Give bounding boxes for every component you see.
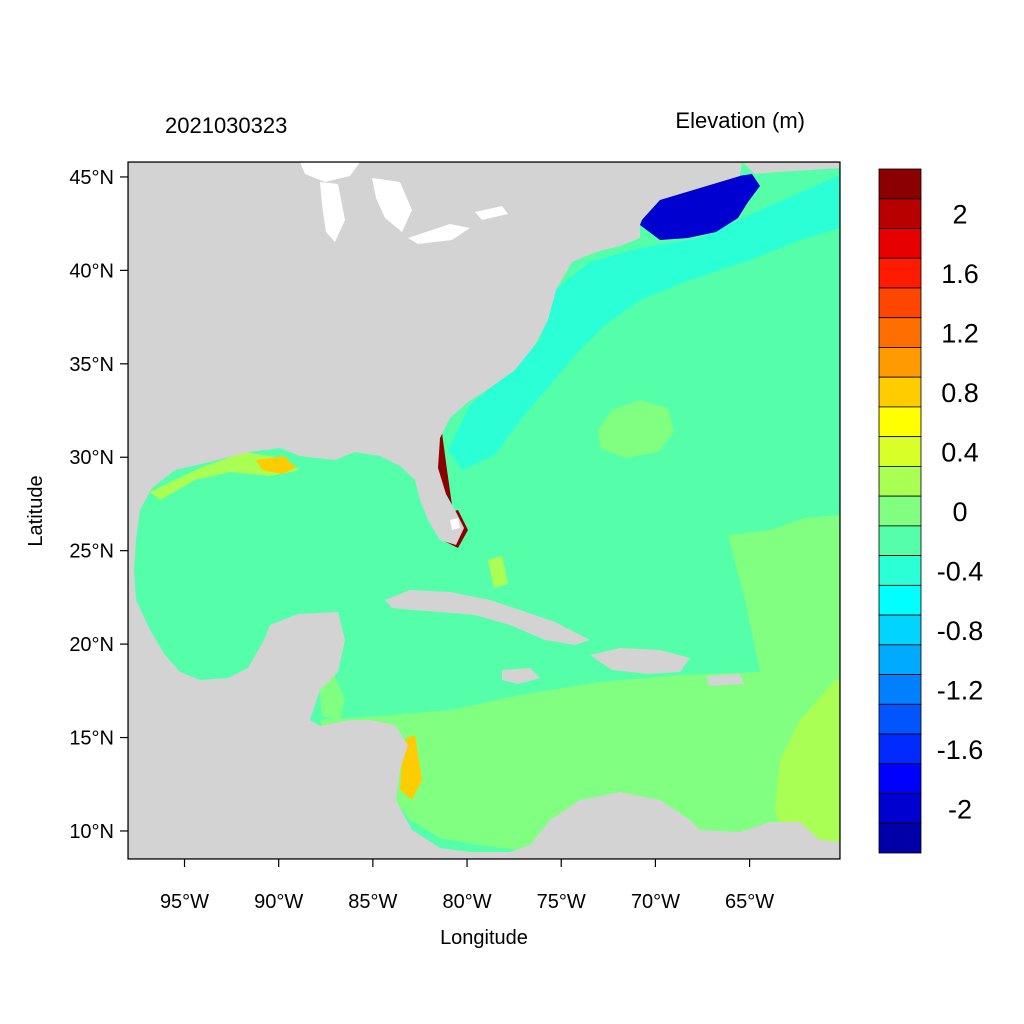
x-tick-label: 75°W xyxy=(537,891,586,913)
colorbar-swatch xyxy=(878,555,922,586)
great-lakes xyxy=(300,162,508,530)
colorbar-swatch xyxy=(878,614,922,646)
colorbar-swatch xyxy=(878,525,922,557)
x-axis: 95°W 90°W 85°W 80°W 75°W 70°W 65°W xyxy=(160,859,774,913)
colorbar-swatch xyxy=(878,793,922,824)
x-tick-label: 90°W xyxy=(254,891,303,913)
y-tick-label: 20°N xyxy=(69,634,114,656)
colorbar-label: 2 xyxy=(952,200,967,230)
colorbar-swatch xyxy=(878,495,922,527)
map-panel xyxy=(128,162,840,859)
colorbar-swatch xyxy=(878,347,922,378)
y-tick-label: 30°N xyxy=(69,447,114,469)
y-tick-label: 15°N xyxy=(69,728,114,750)
lake-okeechobee xyxy=(450,518,460,530)
colorbar-swatch xyxy=(878,465,922,497)
jamaica-island xyxy=(502,668,540,684)
lake-huron xyxy=(372,178,412,232)
colorbar-swatch xyxy=(878,287,922,319)
north-america-land xyxy=(128,162,840,859)
land-layer xyxy=(128,162,840,859)
cuba-island xyxy=(385,590,590,645)
colorbar-swatch xyxy=(878,228,922,259)
colorbar-label: -0.4 xyxy=(937,556,984,586)
x-tick-label: 70°W xyxy=(631,891,680,913)
louisiana-high-patch xyxy=(256,456,296,474)
y-axis-label: Latitude xyxy=(25,475,47,546)
x-tick-label: 65°W xyxy=(725,891,774,913)
x-tick-label: 85°W xyxy=(348,891,397,913)
colorbar-label: -2 xyxy=(948,794,972,824)
colorbar-label: 1.2 xyxy=(941,319,979,349)
colorbar-label: -0.8 xyxy=(937,616,984,646)
colorbar-swatch xyxy=(878,198,922,229)
colorbar-swatch xyxy=(878,317,922,348)
gulf-of-maine-low-region xyxy=(640,174,760,240)
y-axis: 45°N 40°N 35°N 30°N 25°N 20°N 15°N 10°N xyxy=(69,167,128,843)
colorbar-swatch xyxy=(878,703,922,735)
y-tick-label: 10°N xyxy=(69,821,114,843)
variable-title: Elevation (m) xyxy=(675,108,805,133)
colorbar-label: 0.8 xyxy=(941,378,979,408)
lake-ontario xyxy=(475,206,508,220)
colorbar-label: 0 xyxy=(952,497,967,527)
lake-michigan xyxy=(320,182,345,242)
colorbar-swatch xyxy=(878,168,922,200)
newfoundland-land xyxy=(742,162,840,174)
colorbar-swatch xyxy=(878,584,922,616)
colorbar-swatch xyxy=(878,257,922,289)
colorbar-swatch xyxy=(878,406,922,438)
colorbar-swatch xyxy=(878,644,922,675)
hispaniola-island xyxy=(590,648,690,674)
central-atlantic-high-region xyxy=(598,400,674,458)
x-tick-label: 80°W xyxy=(442,891,491,913)
colorbar-label: 0.4 xyxy=(941,438,979,468)
y-tick-label: 25°N xyxy=(69,541,114,563)
bahamas-rise-patch xyxy=(488,556,508,588)
colorbar-swatch xyxy=(878,733,922,765)
colorbar: 2 1.6 1.2 0.8 0.4 0 -0.4 -0.8 -1.2 -1.6 -2 xyxy=(878,168,984,854)
lake-erie xyxy=(408,224,470,244)
shelf-low-region xyxy=(448,175,840,470)
puerto-rico-island xyxy=(706,674,744,686)
colorbar-label: 1.6 xyxy=(941,259,979,289)
y-tick-label: 40°N xyxy=(69,260,114,282)
colorbar-swatch xyxy=(878,763,922,794)
caribbean-region xyxy=(320,520,840,859)
east-atlantic-region xyxy=(728,515,840,672)
colorbar-swatch xyxy=(878,822,922,854)
colorbar-swatch xyxy=(878,376,922,408)
y-tick-label: 45°N xyxy=(69,167,114,189)
x-axis-label: Longitude xyxy=(440,927,528,949)
colorbar-label: -1.2 xyxy=(937,675,984,705)
colorbar-label: -1.6 xyxy=(937,735,984,765)
colorbar-swatch xyxy=(878,674,922,705)
timestamp-label: 2021030323 xyxy=(165,113,287,138)
colorbar-swatch xyxy=(878,436,922,467)
east-caribbean-rise-region xyxy=(775,680,840,859)
lake-superior xyxy=(300,162,360,182)
y-tick-label: 35°N xyxy=(69,354,114,376)
x-tick-label: 95°W xyxy=(160,891,209,913)
